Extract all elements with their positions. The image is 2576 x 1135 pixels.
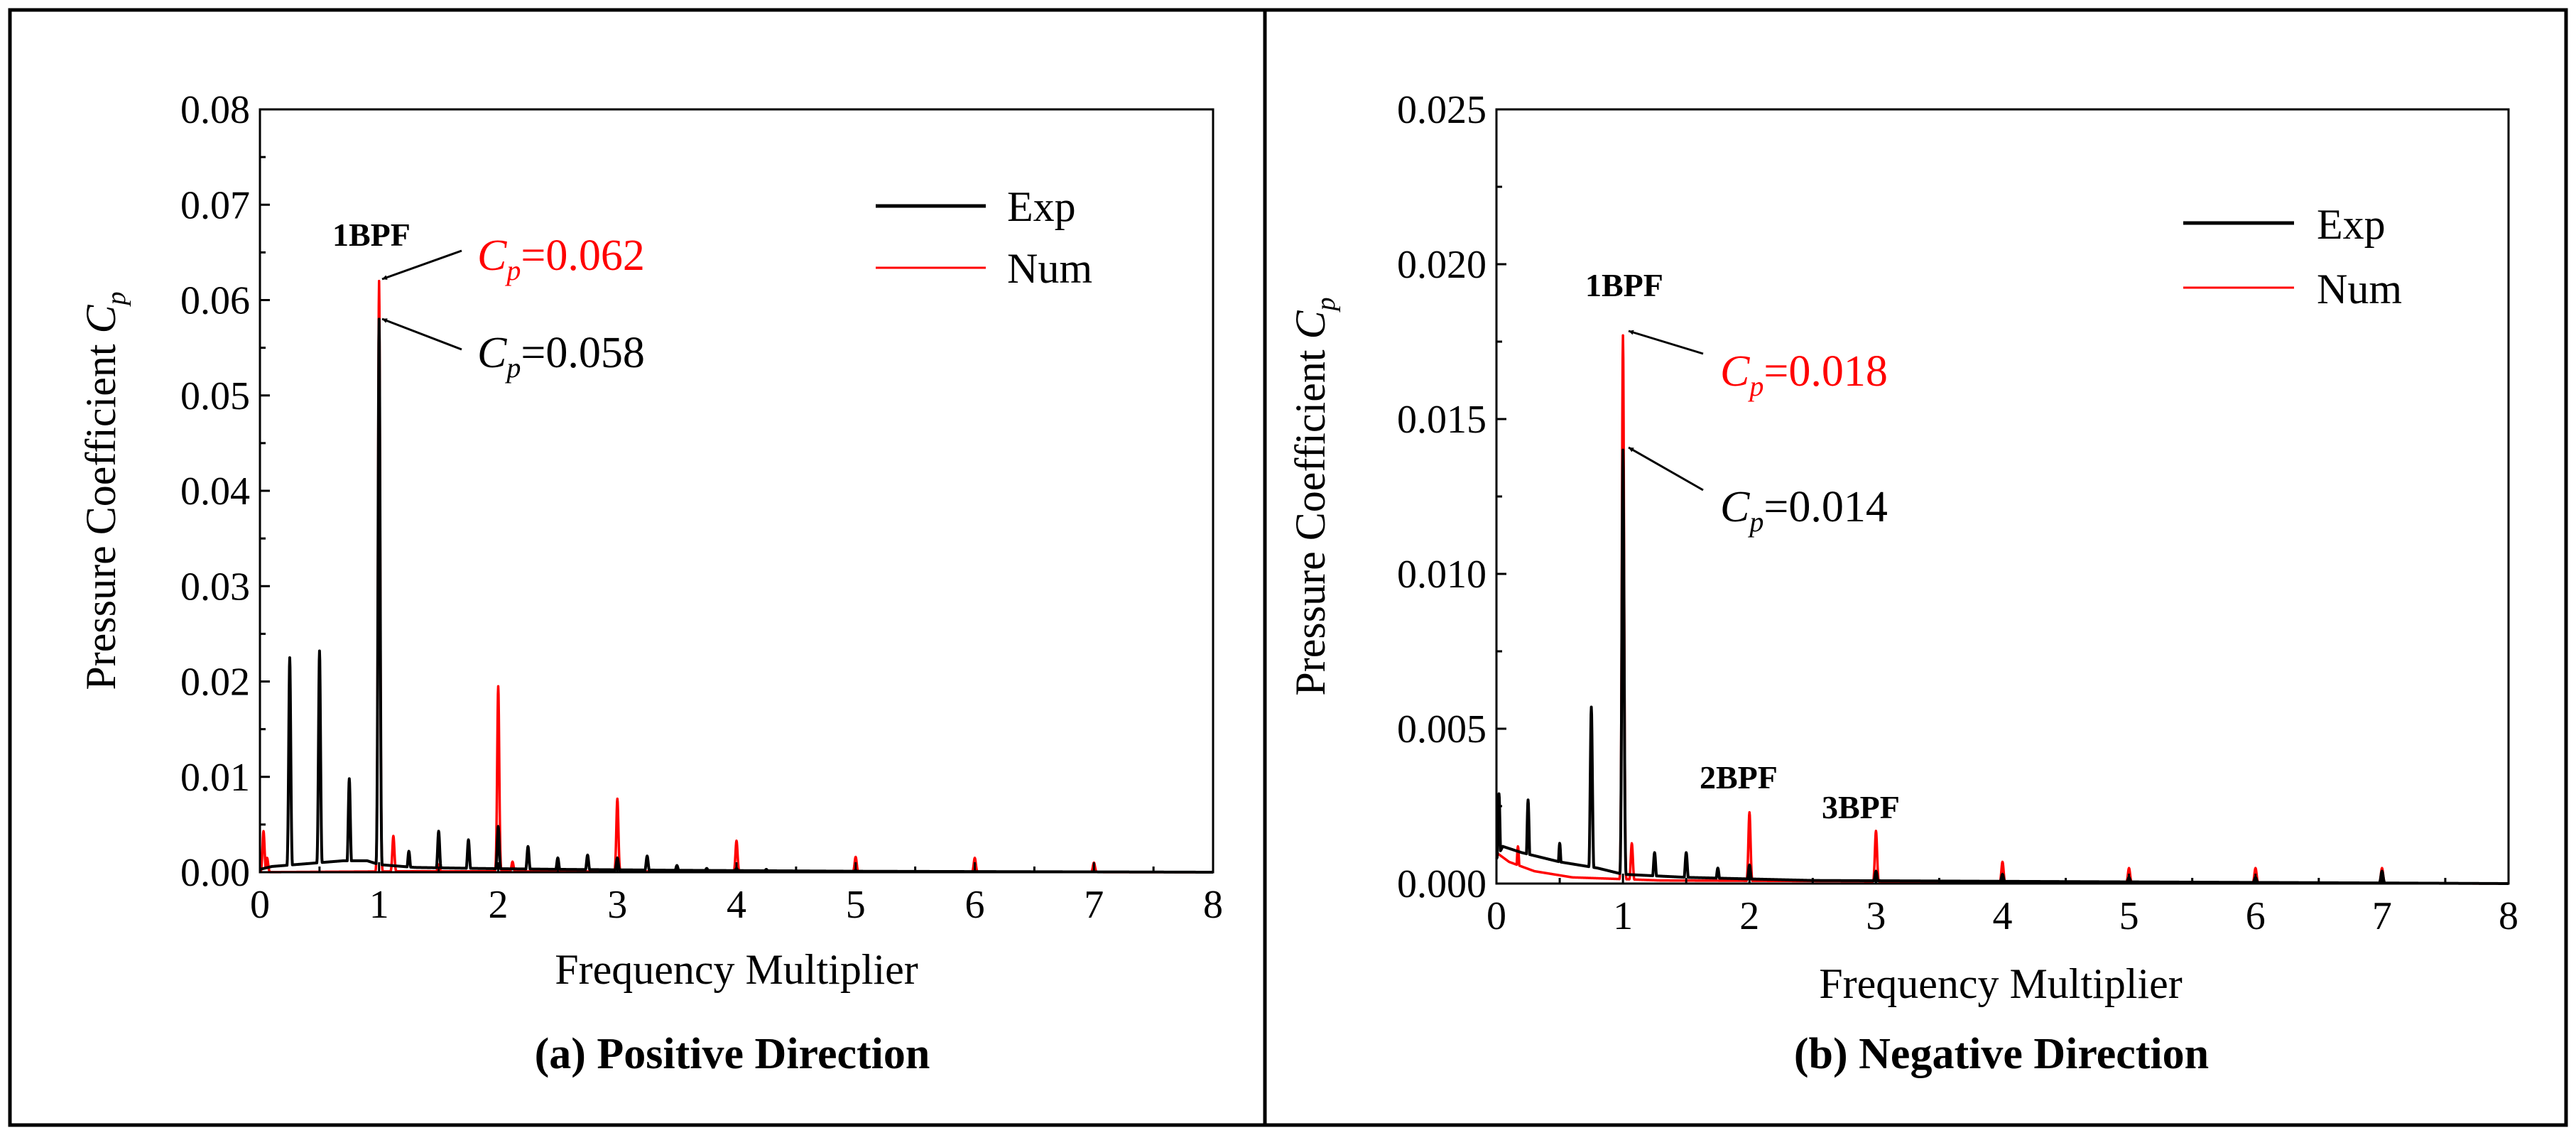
y-tick-label: 0.05 [180, 374, 250, 418]
num-cp-sub: p [1747, 370, 1763, 402]
num-cp-annotation: Cp=0.018 [1720, 347, 1888, 402]
legend-num-label: Num [2317, 266, 2402, 313]
exp-peak-arrow [1628, 446, 1704, 492]
y-tick-label: 0.005 [1397, 707, 1487, 751]
y-axis-label: Pressure Coefficient Cp [77, 291, 131, 690]
y-tick-label: 0.020 [1397, 243, 1487, 287]
bpf3-label: 3BPF [1822, 789, 1900, 825]
exp-series-line [259, 317, 1214, 874]
x-tick-label: 7 [2372, 894, 2392, 938]
legend-num-label: Num [1007, 245, 1092, 292]
x-tick-label: 3 [1866, 894, 1886, 938]
annotations: 1BPF Cp=0.018 Cp=0.014 2BPF 3BPF [1585, 267, 1900, 825]
exp-cp-sub: p [504, 352, 521, 384]
y-axis-label-main: Pressure Coefficient [77, 333, 124, 690]
panel-caption: (a) Positive Direction [535, 1030, 930, 1078]
num-cp-sub: p [504, 254, 521, 286]
x-tick-label: 2 [489, 883, 509, 927]
annotations: 1BPF Cp=0.062 Cp=0.058 [332, 217, 645, 384]
bpf2-label: 2BPF [1700, 759, 1778, 795]
num-peak-arrow [381, 249, 462, 281]
x-axis-label: Frequency Multiplier [555, 946, 918, 993]
x-ticks: 0 1 2 3 4 5 6 7 8 [250, 862, 1223, 927]
y-ticks: 0.00 0.01 0.02 0.03 0.04 0.05 0.06 0.07 0.08 [180, 88, 270, 895]
panel-caption: (b) Negative Direction [1794, 1030, 2209, 1078]
exp-cp-var: C [477, 329, 507, 377]
bpf1-label: 1BPF [332, 217, 411, 253]
x-tick-label: 6 [965, 883, 985, 927]
figure-frame [8, 8, 2568, 1127]
x-tick-label: 5 [846, 883, 866, 927]
y-tick-label: 0.000 [1397, 862, 1487, 906]
y-tick-label: 0.06 [180, 279, 250, 323]
bpf1-label: 1BPF [1585, 267, 1663, 303]
x-tick-label: 1 [369, 883, 389, 927]
exp-cp-sub: p [1747, 506, 1763, 538]
x-tick-label: 0 [250, 883, 270, 927]
x-tick-label: 1 [1613, 894, 1633, 938]
y-axis-label-sub: p [1311, 297, 1341, 313]
y-axis-label-sub: p [102, 291, 131, 307]
y-tick-label: 0.01 [180, 756, 250, 800]
exp-peak-arrow [381, 317, 462, 351]
y-axis-label-var: C [1287, 310, 1334, 339]
x-tick-label: 7 [1084, 883, 1104, 927]
y-axis-label-var: C [77, 304, 124, 333]
exp-cp-var: C [1720, 483, 1750, 531]
num-cp-annotation: Cp=0.062 [477, 232, 645, 286]
x-tick-label: 8 [1203, 883, 1223, 927]
y-tick-label: 0.02 [180, 661, 250, 705]
num-cp-value: =0.062 [521, 232, 644, 280]
x-tick-label: 0 [1487, 894, 1506, 938]
num-series-line [1495, 334, 2510, 885]
num-cp-value: =0.018 [1763, 347, 1887, 396]
x-tick-label: 4 [1993, 894, 2013, 938]
chart-area [1495, 334, 2510, 885]
x-tick-label: 4 [727, 883, 746, 927]
exp-cp-annotation: Cp=0.014 [1720, 483, 1888, 538]
legend: Exp Num [2183, 201, 2402, 313]
num-cp-var: C [1720, 347, 1750, 396]
num-series-line [259, 279, 1214, 874]
exp-cp-value: =0.058 [521, 329, 644, 377]
y-tick-label: 0.025 [1397, 88, 1487, 132]
x-tick-label: 2 [1739, 894, 1759, 938]
x-axis-label: Frequency Multiplier [1819, 960, 2183, 1007]
y-ticks: 0.000 0.005 0.010 0.015 0.020 0.025 [1397, 88, 1506, 906]
y-tick-label: 0.010 [1397, 553, 1487, 597]
legend-exp-label: Exp [2317, 201, 2386, 248]
panel-b: 0.000 0.005 0.010 0.015 0.020 0.025 0 1 2 3 4 5 6 7 8… [1287, 88, 2518, 1078]
y-tick-label: 0.08 [180, 88, 250, 132]
y-tick-label: 0.015 [1397, 398, 1487, 442]
x-tick-label: 5 [2119, 894, 2139, 938]
legend: Exp Num [876, 183, 1092, 292]
legend-exp-label: Exp [1007, 183, 1076, 230]
y-tick-label: 0.00 [180, 851, 250, 895]
exp-cp-value: =0.014 [1763, 483, 1887, 531]
panel-a: 0.00 0.01 0.02 0.03 0.04 0.05 0.06 0.07 0.08 0 1 2… [77, 88, 1223, 1078]
x-ticks: 0 1 2 3 4 5 6 7 8 [1487, 874, 2518, 938]
y-tick-label: 0.04 [180, 469, 250, 514]
y-axis-label: Pressure Coefficient Cp [1287, 297, 1341, 695]
x-tick-label: 6 [2246, 894, 2266, 938]
exp-cp-annotation: Cp=0.058 [477, 329, 645, 384]
y-tick-label: 0.03 [180, 565, 250, 609]
y-tick-label: 0.07 [180, 183, 250, 227]
x-tick-label: 8 [2499, 894, 2518, 938]
num-cp-var: C [477, 232, 507, 280]
exp-series-line [1495, 448, 2510, 885]
num-peak-arrow [1628, 330, 1704, 355]
y-axis-label-main: Pressure Coefficient [1287, 339, 1334, 695]
x-tick-label: 3 [607, 883, 627, 927]
